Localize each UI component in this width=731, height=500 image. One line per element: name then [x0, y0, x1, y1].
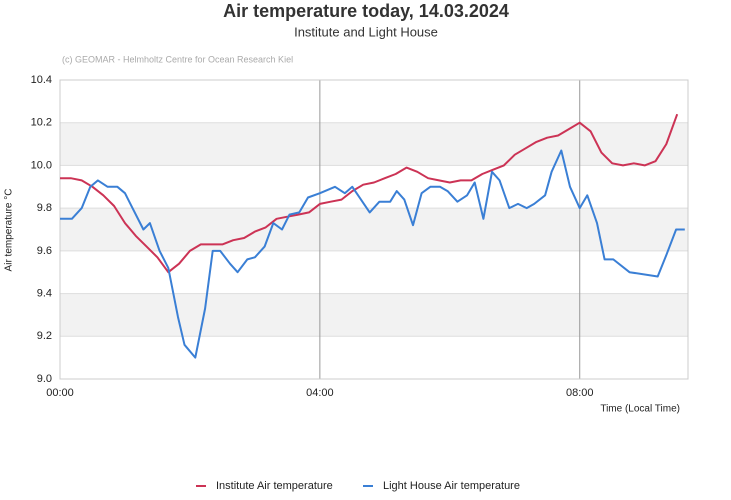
legend-label: Institute Air temperature [216, 480, 333, 492]
grid-band [60, 293, 688, 337]
legend-label: Light House Air temperature [383, 480, 520, 492]
y-tick-label: 9.4 [37, 287, 52, 299]
x-tick-label: 04:00 [306, 387, 334, 399]
chart-subtitle: Institute and Light House [294, 24, 438, 39]
copyright: (c) GEOMAR - Helmholtz Centre for Ocean … [62, 54, 293, 64]
y-axis-title: Air temperature °C [4, 189, 15, 272]
y-tick-label: 9.6 [37, 245, 52, 257]
plot-border [59, 79, 689, 380]
y-tick-label: 9.0 [37, 373, 52, 385]
grid-band [60, 122, 688, 166]
y-tick-label: 10.0 [31, 159, 52, 171]
x-tick-label: 08:00 [566, 387, 594, 399]
plot-background [60, 122, 688, 337]
series-line [60, 149, 685, 359]
x-tick-label: 00:00 [46, 387, 74, 399]
y-tick-label: 9.8 [37, 202, 52, 214]
series-line [60, 113, 679, 274]
y-tick-label: 10.2 [31, 117, 52, 129]
y-tick-label: 9.2 [37, 330, 52, 342]
grid-band [60, 208, 688, 251]
chart-title: Air temperature today, 14.03.2024 [223, 1, 509, 21]
y-tick-label: 10.4 [31, 74, 52, 86]
x-axis-title: Time (Local Time) [600, 404, 680, 415]
